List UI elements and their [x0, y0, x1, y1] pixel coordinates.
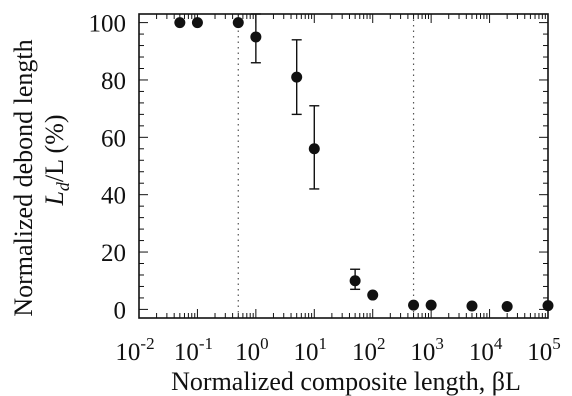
data-point	[542, 300, 554, 312]
data-point	[408, 299, 420, 311]
data-point	[191, 17, 203, 29]
x-tick-labels: 10-2 10-1 100 101 102 103 104 105	[115, 334, 560, 366]
x-tick-label-base: 10	[527, 339, 552, 366]
x-tick-label: 105	[527, 334, 561, 366]
data-point	[349, 275, 361, 287]
x-tick-label-exponent: 2	[377, 334, 386, 353]
x-tick-label-exponent: -1	[199, 334, 213, 353]
x-tick-label: 10-2	[115, 334, 154, 366]
x-tick-label: 103	[410, 334, 444, 366]
data-point	[501, 301, 513, 313]
x-tick-label-base: 10	[294, 339, 319, 366]
x-tick-label-base: 10	[174, 339, 199, 366]
y-axis-title-symbol: L	[40, 191, 69, 206]
data-point	[174, 17, 186, 29]
y-tick-label: 40	[101, 183, 126, 210]
plot-frame	[138, 13, 549, 319]
axis-ticks	[138, 14, 549, 318]
x-tick-label: 101	[294, 334, 328, 366]
x-axis-title: Normalized composite length, βL	[171, 367, 521, 396]
data-point	[425, 299, 437, 311]
y-axis-title-line2: Ld/L (%)	[40, 114, 73, 206]
y-tick-label: 60	[101, 125, 126, 152]
x-tick-label-base: 10	[469, 339, 494, 366]
y-axis-title-subscript: d	[53, 181, 73, 191]
x-tick-label-exponent: 4	[494, 334, 503, 353]
data-point	[308, 143, 320, 155]
y-axis-title-line1: Normalized debond length	[9, 39, 38, 316]
data-point	[291, 71, 303, 83]
y-tick-label: 20	[101, 240, 126, 267]
x-tick-label-exponent: 0	[260, 334, 269, 353]
x-tick-label: 102	[352, 334, 386, 366]
data-point	[367, 289, 379, 301]
y-tick-label: 0	[114, 297, 127, 324]
x-tick-label-exponent: 3	[435, 334, 444, 353]
x-tick-label-exponent: -2	[140, 334, 154, 353]
x-tick-label: 104	[469, 334, 503, 366]
data-points	[174, 13, 554, 313]
reference-lines	[237, 14, 415, 318]
data-point	[250, 31, 262, 43]
y-axis-title-rest: /L (%)	[40, 114, 69, 182]
data-point	[466, 300, 478, 312]
x-tick-label: 10-1	[174, 334, 213, 366]
y-tick-label: 80	[101, 68, 126, 95]
x-tick-label-exponent: 1	[319, 334, 328, 353]
x-tick-label-base: 10	[352, 339, 377, 366]
y-tick-labels: 0 20 40 60 80 100	[89, 11, 127, 325]
x-tick-label-base: 10	[115, 339, 140, 366]
x-tick-label-base: 10	[235, 339, 260, 366]
x-tick-label-base: 10	[410, 339, 435, 366]
x-tick-label-exponent: 5	[552, 334, 561, 353]
x-tick-label: 100	[235, 334, 269, 366]
y-tick-label: 100	[89, 11, 127, 38]
data-point	[232, 17, 244, 29]
plot-frame-group	[138, 13, 549, 319]
